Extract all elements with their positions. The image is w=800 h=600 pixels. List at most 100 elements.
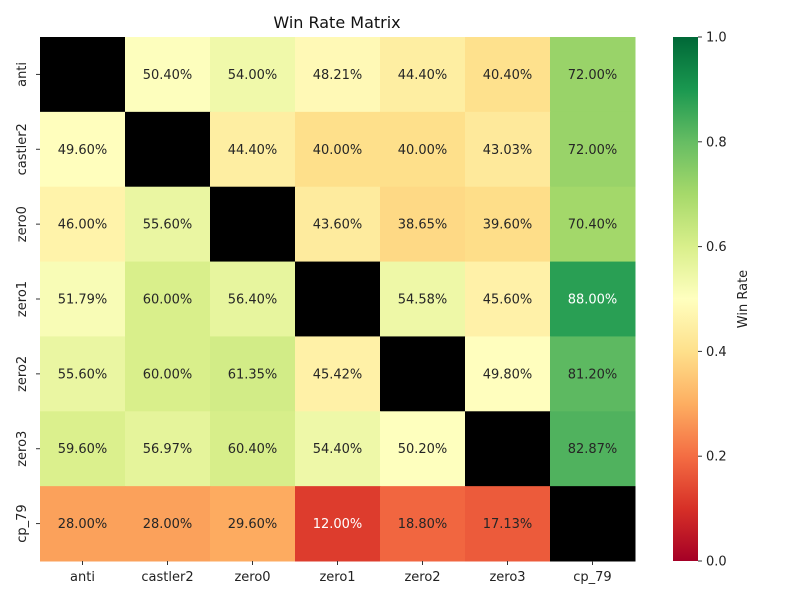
heatmap-cell-label: 56.97% (143, 442, 193, 457)
row-label-zero1: zero1 (15, 281, 30, 317)
heatmap-cell (465, 336, 551, 412)
heatmap-cell-label: 81.20% (568, 367, 618, 382)
heatmap-cell (210, 186, 296, 263)
heatmap-cell (210, 336, 296, 412)
heatmap-cell (40, 261, 126, 337)
heatmap-cell-label: 55.60% (143, 218, 193, 233)
row-label-zero0: zero0 (15, 206, 30, 242)
heatmap-cell (125, 186, 211, 263)
heatmap-cell (295, 336, 381, 412)
heatmap-cell (465, 111, 551, 188)
heatmap-cell-label: 56.40% (228, 293, 278, 308)
heatmap-cell (40, 411, 126, 487)
row-label-zero3: zero3 (15, 431, 30, 467)
heatmap-cell-label: 88.00% (568, 293, 618, 308)
heatmap-cell (295, 411, 381, 487)
heatmap-cell-label: 50.20% (398, 442, 448, 457)
colorbar-tick-label: 1.0 (706, 31, 727, 46)
row-label-zero2: zero2 (15, 356, 30, 392)
heatmap-cell-label: 60.00% (143, 367, 193, 382)
heatmap-cell (295, 486, 381, 562)
column-label-cp_79: cp_79 (573, 570, 611, 585)
heatmap-cell-label: 44.40% (398, 68, 448, 83)
heatmap-cell-label: 55.60% (58, 367, 108, 382)
heatmap-cell (380, 411, 466, 487)
heatmap-cell-label: 29.60% (228, 517, 278, 532)
heatmap-cell-label: 45.42% (313, 367, 363, 382)
heatmap-cell (210, 37, 296, 113)
colorbar-tick-label: 0.4 (706, 345, 727, 360)
heatmap-cell (40, 336, 126, 412)
heatmap-cell (550, 186, 636, 263)
heatmap-cell (125, 111, 211, 188)
heatmap-cell-label: 48.21% (313, 68, 363, 83)
heatmap-cell (40, 111, 126, 188)
heatmap-cell (295, 186, 381, 263)
heatmap-cell (550, 411, 636, 487)
heatmap-cell (40, 486, 126, 562)
heatmap-cell (380, 186, 466, 263)
heatmap-cell (550, 486, 636, 562)
row-label-anti: anti (15, 62, 30, 87)
heatmap-cell (210, 111, 296, 188)
heatmap-cell-label: 12.00% (313, 517, 363, 532)
heatmap-cell (550, 37, 636, 113)
heatmap-cell-label: 17.13% (483, 517, 533, 532)
column-label-zero0: zero0 (234, 570, 270, 585)
heatmap-cell (125, 411, 211, 487)
heatmap-cell-label: 72.00% (568, 143, 618, 158)
heatmap-cell-label: 38.65% (398, 218, 448, 233)
heatmap-cell (210, 411, 296, 487)
colorbar (673, 37, 698, 561)
column-label-castler2: castler2 (141, 570, 193, 585)
row-label-cp_79: cp_79 (15, 504, 30, 542)
heatmap-cell-label: 44.40% (228, 143, 278, 158)
column-label-zero2: zero2 (404, 570, 440, 585)
heatmap-cell (40, 186, 126, 263)
heatmap-cell-label: 59.60% (58, 442, 108, 457)
column-tick-labels: anti castler2 zero0 zero1 zero2 zero3 cp_79 (70, 561, 612, 585)
chart-title: Win Rate Matrix (273, 13, 400, 32)
heatmap-cell-label: 28.00% (58, 517, 108, 532)
heatmap-cell-label: 40.00% (313, 143, 363, 158)
row-label-castler2: castler2 (15, 123, 30, 175)
row-tick-labels: anti castler2 zero0 zero1 zero2 zero3 cp_79 (15, 62, 40, 543)
heatmap-cell (125, 486, 211, 562)
heatmap-cell (465, 486, 551, 562)
column-label-zero3: zero3 (489, 570, 525, 585)
colorbar-tick-label: 0.6 (706, 240, 727, 255)
heatmap-cell-label: 28.00% (143, 517, 193, 532)
heatmap-cell (465, 411, 551, 487)
heatmap-cell-label: 72.00% (568, 68, 618, 83)
heatmap-cell-label: 43.03% (483, 143, 533, 158)
heatmap-cell (125, 336, 211, 412)
colorbar-tick-label: 0.2 (706, 450, 727, 465)
heatmap-cell (210, 486, 296, 562)
heatmap-cell-label: 82.87% (568, 442, 618, 457)
heatmap-cell (295, 111, 381, 188)
heatmap-cell-label: 45.60% (483, 293, 533, 308)
heatmap-cells (40, 37, 636, 562)
heatmap-cell (125, 37, 211, 113)
heatmap-cell (465, 186, 551, 263)
heatmap-cell (380, 261, 466, 337)
heatmap-cell (380, 37, 466, 113)
heatmap-cell (465, 37, 551, 113)
heatmap-cell (295, 261, 381, 337)
colorbar-label: Win Rate (736, 270, 751, 328)
heatmap-cell-label: 49.80% (483, 367, 533, 382)
heatmap-cell-label: 43.60% (313, 218, 363, 233)
heatmap-cell (295, 37, 381, 113)
heatmap-cell (40, 37, 126, 113)
heatmap-cell-label: 40.00% (398, 143, 448, 158)
heatmap-cell-label: 50.40% (143, 68, 193, 83)
heatmap-cell (550, 261, 636, 337)
heatmap-cell-label: 18.80% (398, 517, 448, 532)
heatmap-cell-label: 61.35% (228, 367, 278, 382)
colorbar-ticks: 0.0 0.2 0.4 0.6 0.8 1.0 (698, 31, 727, 570)
heatmap-cell (550, 111, 636, 188)
heatmap-cell-label: 40.40% (483, 68, 533, 83)
heatmap-cell (210, 261, 296, 337)
heatmap-cell (550, 336, 636, 412)
